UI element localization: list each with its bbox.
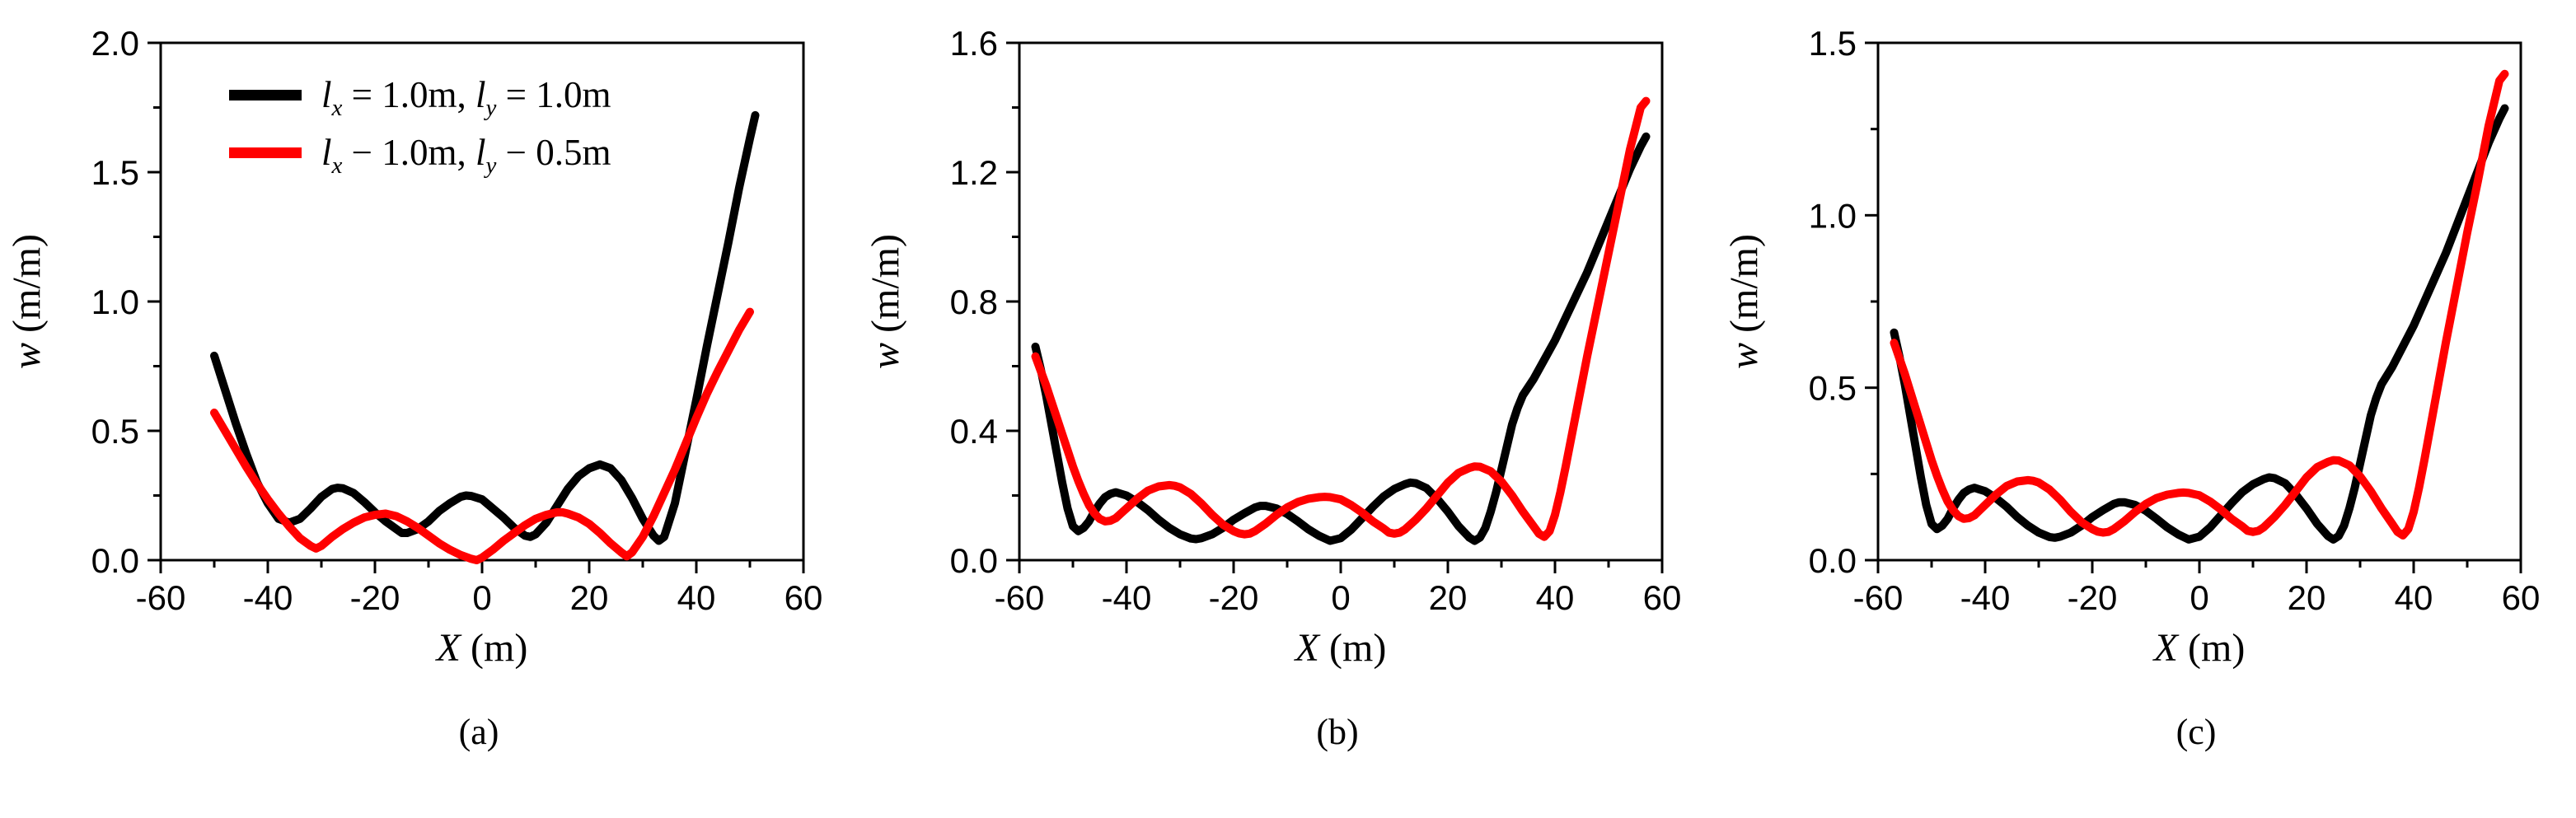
x-tick-label: -40 xyxy=(1960,578,2011,617)
x-tick-label: -20 xyxy=(1209,578,1259,617)
legend-line-swatch xyxy=(229,89,302,100)
series-line-b-red xyxy=(1031,96,1651,541)
y-tick-label: 0.4 xyxy=(950,412,998,451)
legend-entry-label: lx − 1.0m, ly − 0.5m xyxy=(321,132,611,179)
x-axis-title: X (m) xyxy=(1294,626,1387,670)
x-tick-label: 40 xyxy=(677,578,716,617)
y-tick-label: 0.5 xyxy=(1809,369,1857,408)
y-axis-title: w (m/m) xyxy=(864,234,907,369)
x-tick-label: 60 xyxy=(2502,578,2541,617)
x-tick-label: 60 xyxy=(785,578,823,617)
legend-entry-red: lx − 1.0m, ly − 0.5m xyxy=(229,129,611,179)
legend-entry-black: lx = 1.0m, ly = 1.0m xyxy=(229,71,611,121)
caption-a: (a) xyxy=(458,712,499,752)
legend-line-swatch xyxy=(229,147,302,158)
x-axis-title: X (m) xyxy=(2152,626,2246,670)
x-tick-label: -60 xyxy=(136,578,186,617)
caption-b: (b) xyxy=(1316,712,1359,752)
series-line-c-red xyxy=(1890,69,2509,540)
x-tick-label: 40 xyxy=(2395,578,2433,617)
x-tick-label: -20 xyxy=(2068,578,2118,617)
x-tick-label: -40 xyxy=(1102,578,1152,617)
chart-b-svg: -60 -40 -20 0 20 40 60 0.0 0.4 0.8 1.2 1.6 X (m) w (m… xyxy=(864,24,1682,670)
panel-c: -60 -40 -20 0 20 40 60 0.0 0.5 1.0 1.5 X (m) w (m/m)… xyxy=(1717,0,2576,753)
y-tick-label: 0.0 xyxy=(1809,541,1857,580)
y-tick-label: 1.5 xyxy=(1809,24,1857,63)
y-tick-label: 1.2 xyxy=(950,153,998,192)
x-axis-title: X (m) xyxy=(435,626,528,670)
y-axis-title: w (m/m) xyxy=(5,234,49,369)
y-tick-label: 0.5 xyxy=(91,412,139,451)
x-tick-label: 20 xyxy=(2288,578,2326,617)
caption-c: (c) xyxy=(2176,712,2217,752)
y-tick-label: 1.5 xyxy=(91,153,139,192)
y-tick-label: 2.0 xyxy=(91,24,139,63)
x-tick-label: 40 xyxy=(1536,578,1575,617)
x-tick-label: 0 xyxy=(472,578,491,617)
y-tick-label: 0.0 xyxy=(950,541,998,580)
y-tick-label: 1.0 xyxy=(91,283,139,321)
x-tick-label: 60 xyxy=(1643,578,1682,617)
x-tick-label: 0 xyxy=(1331,578,1350,617)
y-tick-label: 0.0 xyxy=(91,541,139,580)
x-tick-label: -20 xyxy=(350,578,400,617)
x-tick-label: -60 xyxy=(1853,578,1904,617)
x-tick-label: -60 xyxy=(995,578,1045,617)
panel-a: -60 -40 -20 0 20 40 60 0.0 0.5 1.0 1.5 2.0 X (m) w (m… xyxy=(0,0,859,753)
x-tick-label: 20 xyxy=(1429,578,1468,617)
y-tick-label: 1.6 xyxy=(950,24,998,63)
x-tick-label: 0 xyxy=(2190,578,2208,617)
x-tick-label: 20 xyxy=(570,578,609,617)
series-line-a-black xyxy=(210,110,760,545)
x-tick-label: -40 xyxy=(243,578,293,617)
y-tick-label: 0.8 xyxy=(950,283,998,321)
chart-c-svg: -60 -40 -20 0 20 40 60 0.0 0.5 1.0 1.5 X (m) w (m/m) xyxy=(1722,24,2541,670)
series-line-b-black xyxy=(1031,132,1651,545)
series-line-a-red xyxy=(210,307,754,564)
y-tick-label: 1.0 xyxy=(1809,196,1857,235)
chart-a-svg: -60 -40 -20 0 20 40 60 0.0 0.5 1.0 1.5 2.0 X (m) w (m… xyxy=(5,24,823,670)
legend: lx = 1.0m, ly = 1.0m lx − 1.0m, ly − 0.5m xyxy=(229,71,611,179)
panel-b: -60 -40 -20 0 20 40 60 0.0 0.4 0.8 1.2 1.6 X (m) w (m… xyxy=(859,0,1717,753)
y-axis-title: w (m/m) xyxy=(1722,234,1766,369)
series-line-c-black xyxy=(1890,104,2509,544)
legend-entry-label: lx = 1.0m, ly = 1.0m xyxy=(321,74,611,121)
figure-three-panel-line-charts: -60 -40 -20 0 20 40 60 0.0 0.5 1.0 1.5 2.0 X (m) w (m… xyxy=(0,0,2576,753)
